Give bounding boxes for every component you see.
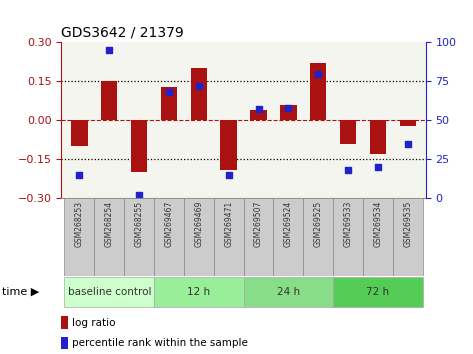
Point <box>225 172 232 178</box>
Text: GSM269535: GSM269535 <box>403 201 412 247</box>
Point <box>404 141 412 147</box>
Bar <box>244 198 273 276</box>
Bar <box>94 198 124 276</box>
Bar <box>273 198 303 276</box>
Bar <box>400 120 416 126</box>
Bar <box>303 198 333 276</box>
Bar <box>131 120 147 172</box>
Text: log ratio: log ratio <box>72 318 115 328</box>
Text: GSM268254: GSM268254 <box>105 201 114 247</box>
Bar <box>101 81 117 120</box>
Text: GSM269533: GSM269533 <box>343 201 352 247</box>
Bar <box>154 198 184 276</box>
Bar <box>124 198 154 276</box>
Text: time ▶: time ▶ <box>2 287 40 297</box>
Point <box>315 71 322 76</box>
Point <box>76 172 83 178</box>
Bar <box>191 68 207 120</box>
Bar <box>310 63 326 120</box>
Bar <box>333 198 363 276</box>
Bar <box>61 316 68 329</box>
Text: GSM269534: GSM269534 <box>374 201 383 247</box>
Bar <box>64 198 94 276</box>
Bar <box>214 198 244 276</box>
Text: GSM268255: GSM268255 <box>135 201 144 247</box>
Point <box>344 167 352 173</box>
Text: GSM269507: GSM269507 <box>254 201 263 247</box>
Bar <box>363 198 393 276</box>
Bar <box>184 198 214 276</box>
Point <box>255 107 263 112</box>
Bar <box>370 120 386 154</box>
Bar <box>340 120 356 144</box>
Point <box>135 192 143 198</box>
Text: GSM269524: GSM269524 <box>284 201 293 247</box>
Text: 24 h: 24 h <box>277 287 300 297</box>
Text: GSM269467: GSM269467 <box>165 201 174 247</box>
Bar <box>61 337 68 349</box>
Text: GSM269471: GSM269471 <box>224 201 233 247</box>
Text: GDS3642 / 21379: GDS3642 / 21379 <box>61 26 184 40</box>
Bar <box>71 120 88 146</box>
Point <box>374 164 382 170</box>
Text: 72 h: 72 h <box>367 287 389 297</box>
Bar <box>64 277 154 307</box>
Bar <box>161 87 177 120</box>
Bar <box>220 120 237 170</box>
Bar <box>250 110 267 120</box>
Bar <box>280 105 297 120</box>
Bar <box>154 277 244 307</box>
Bar <box>393 198 423 276</box>
Text: GSM269525: GSM269525 <box>314 201 323 247</box>
Text: percentile rank within the sample: percentile rank within the sample <box>72 338 247 348</box>
Text: baseline control: baseline control <box>68 287 151 297</box>
Point <box>195 83 202 89</box>
Text: GSM268253: GSM268253 <box>75 201 84 247</box>
Text: 12 h: 12 h <box>187 287 210 297</box>
Point <box>165 90 173 95</box>
Point <box>285 105 292 111</box>
Bar <box>244 277 333 307</box>
Bar <box>333 277 423 307</box>
Text: GSM269469: GSM269469 <box>194 201 203 247</box>
Point <box>105 47 113 53</box>
